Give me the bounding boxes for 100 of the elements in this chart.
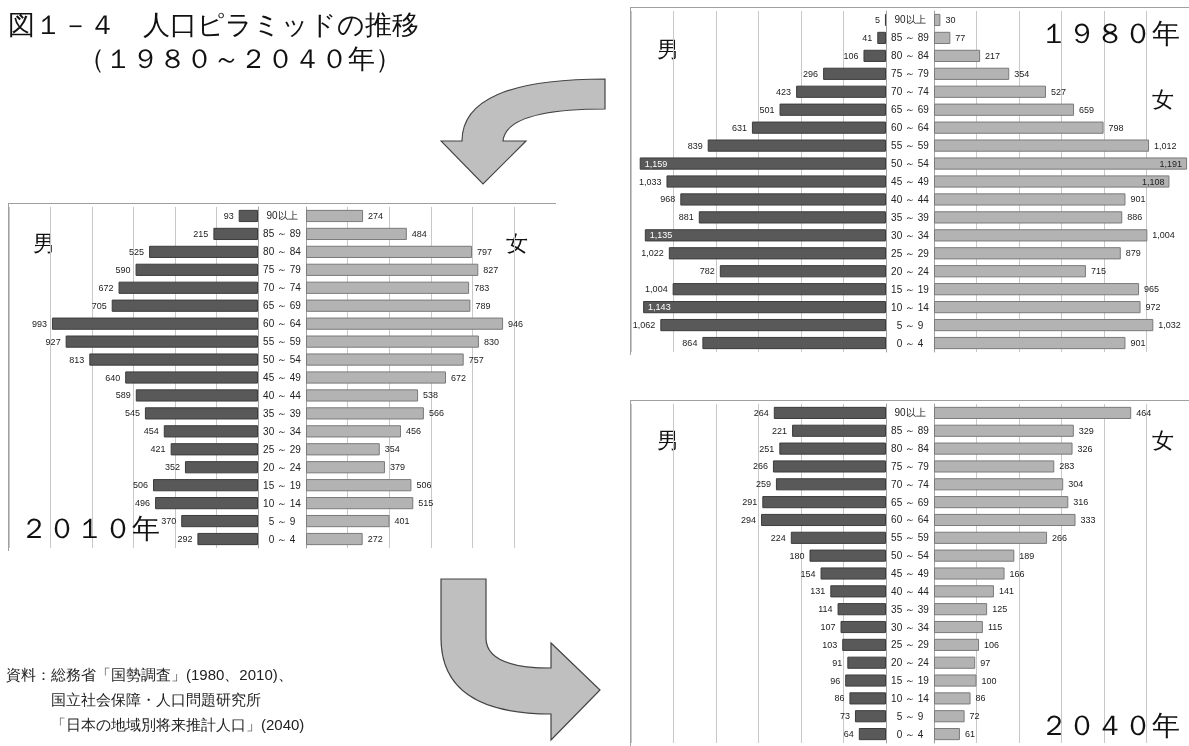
y-tick-label: 25 ～ 29 (263, 443, 302, 455)
data-label: 333 (1080, 514, 1096, 525)
bar (118, 281, 258, 294)
data-label: 154 (800, 568, 816, 579)
bar (639, 157, 886, 170)
y-tick-label: 75 ～ 79 (891, 68, 930, 80)
y-tick-label: 35 ～ 39 (891, 211, 930, 223)
data-label: 527 (1050, 86, 1067, 97)
data-label: 672 (451, 372, 467, 383)
y-tick-label: 35 ～ 39 (263, 407, 302, 419)
data-label: 217 (985, 50, 1001, 61)
data-label: 1,191 (1159, 158, 1183, 169)
y-tick-label: 55 ～ 59 (891, 532, 930, 544)
data-label: 272 (367, 534, 383, 545)
bar (135, 389, 258, 402)
data-label: 106 (984, 639, 1000, 650)
data-label: 274 (368, 210, 384, 221)
data-label: 705 (91, 300, 107, 311)
bar (934, 193, 1126, 206)
bar (842, 638, 886, 651)
y-tick-label: 5 ～ 9 (896, 710, 924, 722)
data-label: 72 (969, 711, 980, 722)
bar (934, 247, 1121, 260)
data-label: 180 (789, 550, 805, 561)
bar (779, 442, 886, 455)
y-tick-label: 85 ～ 89 (891, 425, 930, 437)
data-label: 304 (1068, 479, 1084, 490)
y-tick-label: 50 ～ 54 (891, 550, 930, 562)
bar (934, 336, 1126, 350)
bar (934, 211, 1123, 224)
data-label: 864 (682, 338, 698, 349)
data-label: 166 (1009, 568, 1025, 579)
data-label: 189 (1019, 550, 1035, 561)
bar (761, 513, 886, 527)
bar (820, 567, 886, 580)
y-tick-label: 25 ～ 29 (891, 639, 930, 651)
bar (306, 371, 446, 384)
y-tick-label: 90以上 (894, 407, 926, 419)
data-label: 251 (759, 443, 775, 454)
data-label: 640 (105, 372, 121, 383)
bar (790, 531, 886, 544)
bar (306, 227, 407, 241)
y-tick-label: 60 ～ 64 (263, 318, 302, 330)
data-label: 901 (1130, 194, 1146, 205)
bar (125, 371, 258, 384)
y-tick-label: 20 ～ 24 (891, 657, 930, 669)
text: 図１－４ 人口ピラミッドの推移 (8, 9, 420, 42)
data-label: 830 (483, 336, 499, 347)
y-tick-label: 30 ～ 34 (263, 425, 302, 437)
series-label: 女 (1152, 86, 1174, 112)
bar (306, 299, 471, 312)
bar (213, 227, 258, 241)
data-label: 484 (411, 228, 427, 239)
data-label: 107 (820, 622, 836, 633)
text: 国立社会保障・人口問題研究所 (50, 690, 262, 710)
data-label: 901 (1130, 338, 1146, 349)
bar (719, 265, 886, 278)
chart-title: １９８０年 (1040, 17, 1180, 49)
y-tick-label: 25 ～ 29 (891, 247, 930, 259)
data-label: 259 (755, 479, 771, 490)
data-label: 789 (475, 300, 491, 311)
bar (934, 424, 1074, 437)
bar (306, 532, 363, 546)
data-label: 329 (1078, 425, 1094, 436)
data-label: 496 (135, 498, 151, 509)
bar (840, 620, 886, 634)
y-tick-label: 45 ～ 49 (891, 176, 930, 187)
y-tick-label: 65 ～ 69 (891, 496, 930, 508)
data-label: 946 (508, 318, 524, 329)
data-label: 456 (406, 426, 422, 437)
bar (934, 692, 971, 705)
bar (306, 479, 412, 492)
data-label: 283 (1059, 461, 1075, 472)
bar (792, 424, 886, 437)
data-label: 93 (223, 210, 234, 221)
bar (823, 67, 886, 80)
bar (306, 245, 473, 258)
data-label: 61 (964, 729, 975, 740)
data-label: 354 (1014, 68, 1030, 79)
data-label: 672 (98, 282, 114, 293)
bar (306, 263, 479, 276)
bar (306, 425, 401, 438)
bar (181, 514, 258, 528)
bar (934, 265, 1086, 278)
bar (306, 389, 419, 402)
bar (65, 335, 258, 348)
data-label: 566 (428, 408, 444, 419)
data-label: 1,004 (645, 284, 668, 295)
y-tick-label: 50 ～ 54 (263, 354, 302, 366)
data-label: 1,033 (638, 176, 662, 187)
data-label: 839 (687, 140, 703, 151)
bar (934, 549, 1015, 562)
bar (772, 460, 886, 473)
bar (934, 496, 1069, 509)
bar (306, 317, 504, 330)
data-label: 370 (161, 516, 177, 527)
bar (796, 85, 886, 98)
data-label: 525 (129, 246, 145, 257)
bar (144, 407, 258, 420)
bar (707, 139, 886, 152)
